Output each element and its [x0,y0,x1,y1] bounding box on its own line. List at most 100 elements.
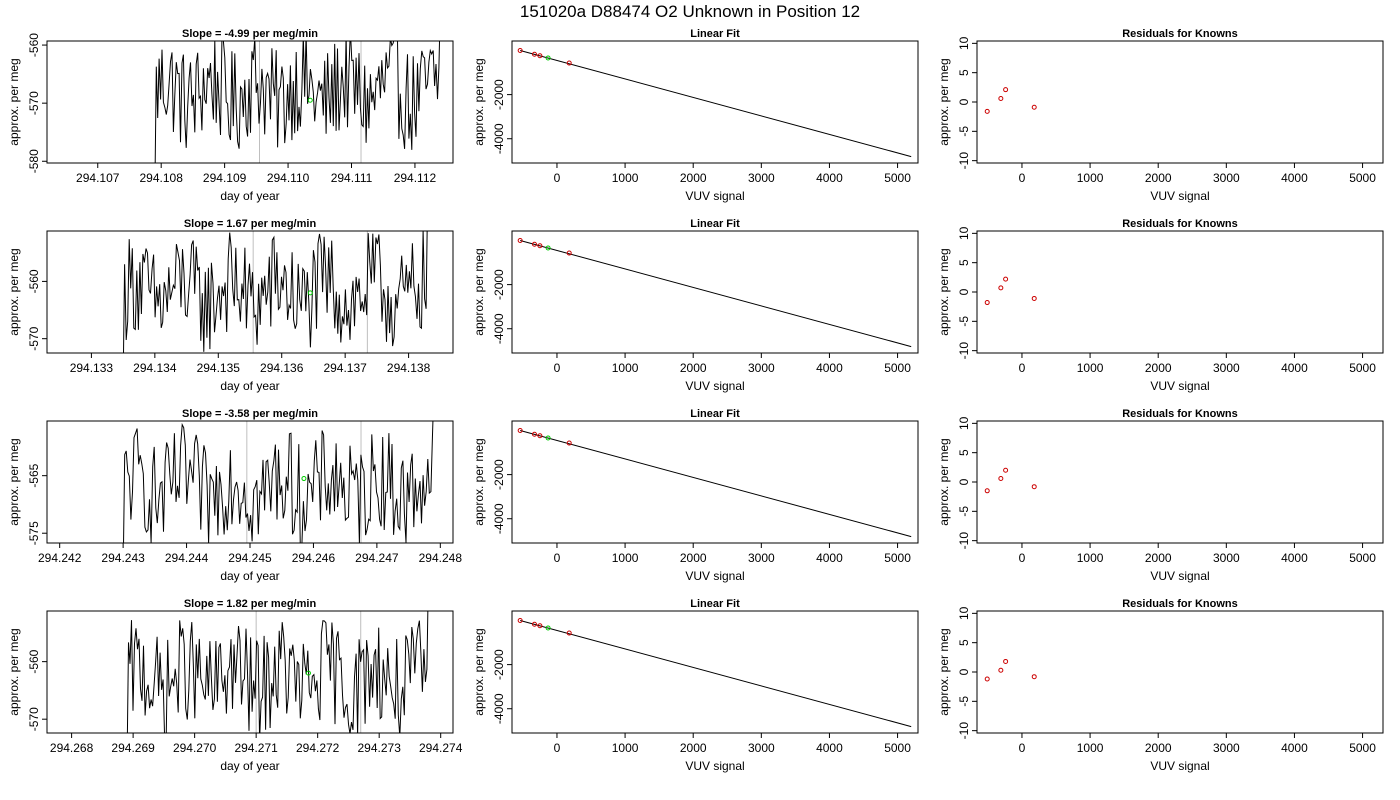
y-axis-label: approx. per meg [472,58,486,145]
x-tick-label: 0 [554,361,561,375]
panel-title: Slope = -3.58 per meg/min [182,408,318,420]
y-tick-label: -575 [27,521,41,545]
unknown-marker [301,476,307,482]
unknown-point [545,245,551,251]
x-tick-label: 5000 [1349,551,1376,565]
signal-trace [126,611,429,733]
residual-point [1003,276,1009,282]
x-tick-label: 294.138 [387,361,431,375]
y-tick-label: -560 [27,33,41,57]
x-tick-label: 294.243 [101,551,145,565]
x-tick-label: 0 [554,551,561,565]
x-tick-label: 4000 [816,171,843,185]
x-tick-label: 294.244 [165,551,209,565]
panel-title: Linear Fit [690,408,740,420]
plot-frame [46,610,454,734]
x-tick-label: 294.269 [111,741,155,755]
x-tick-label: 5000 [884,361,911,375]
x-axis-label: VUV signal [685,569,744,583]
x-tick-label: 294.110 [267,171,310,185]
plot-frame [46,40,454,164]
residual-point [1003,87,1009,93]
plot-area [123,421,434,543]
residual-point [1031,674,1037,680]
time-series-panel-row-3: Slope = -3.58 per meg/min 294.242 294.243 2… [7,408,463,583]
x-tick-label: 2000 [680,741,707,755]
x-tick-label: 294.273 [357,741,401,755]
plot-area [984,87,1037,114]
x-tick-label: 2000 [680,551,707,565]
residuals-panel-row-2: Residuals for Knowns 0 1000 2000 3000 4000 500… [937,218,1384,393]
fit-line [520,619,912,728]
signal-trace [123,421,434,543]
known-point [517,427,523,433]
y-tick-label: -10 [957,152,971,170]
y-tick-label: 5 [957,639,971,646]
known-point [566,630,572,636]
x-tick-label: 294.136 [260,361,304,375]
panel-title: Linear Fit [690,218,740,230]
x-tick-label: 1000 [1077,551,1104,565]
known-point [531,51,537,57]
y-tick-label: 0 [957,98,971,105]
plot-frame [46,420,454,544]
x-tick-label: 1000 [612,171,639,185]
x-axis-label: VUV signal [1150,379,1209,393]
y-tick-label: 5 [957,449,971,456]
y-tick-label: -2000 [492,459,506,490]
known-point [531,621,537,627]
plot-frame [511,610,919,734]
y-axis-label: approx. per meg [472,248,486,335]
panel-title: Linear Fit [690,598,740,610]
x-tick-label: 1000 [612,551,639,565]
x-tick-label: 294.270 [173,741,217,755]
x-axis-label: VUV signal [685,379,744,393]
x-tick-label: 3000 [1213,361,1240,375]
time-series-panel-row-1: Slope = -4.99 per meg/min 294.107 294.108 2… [7,28,454,203]
plot-frame [976,610,1384,734]
time-series-panel-row-2: Slope = 1.67 per meg/min 294.133 294.134 29… [7,218,454,393]
plot-area [984,467,1037,494]
panel-title: Residuals for Knowns [1122,218,1238,230]
y-tick-label: -570 [27,707,41,731]
residual-point [984,300,990,306]
y-tick-label: -5 [957,696,971,707]
x-tick-label: 4000 [816,551,843,565]
x-tick-label: 0 [1019,171,1026,185]
x-tick-label: 294.108 [139,171,183,185]
y-tick-label: -570 [27,326,41,350]
residual-point [998,475,1004,481]
x-axis-label: VUV signal [685,189,744,203]
x-tick-label: 294.248 [419,551,463,565]
plot-frame [976,230,1384,354]
x-tick-label: 294.242 [38,551,82,565]
x-tick-label: 4000 [1281,741,1308,755]
y-tick-label: -560 [27,649,41,673]
residual-point [998,667,1004,673]
x-tick-label: 294.109 [203,171,247,185]
x-tick-label: 0 [1019,361,1026,375]
x-tick-label: 1000 [1077,741,1104,755]
y-tick-label: -4000 [492,313,506,344]
x-tick-label: 1000 [612,741,639,755]
y-tick-label: -2000 [492,649,506,680]
panel-title: Slope = 1.82 per meg/min [184,598,317,610]
plot-frame [976,420,1384,544]
x-tick-label: 294.272 [296,741,340,755]
plot-area [517,427,912,538]
y-tick-label: -565 [27,463,41,487]
x-tick-label: 294.268 [50,741,94,755]
linear-fit-panel-row-4: Linear Fit 0 1000 2000 3000 4000 5000 -4000 -200… [472,598,919,773]
unknown-point [545,625,551,631]
signal-trace [123,231,428,353]
x-tick-label: 2000 [1145,741,1172,755]
x-tick-label: 3000 [1213,551,1240,565]
residual-point [984,676,990,682]
x-tick-label: 3000 [748,171,775,185]
unknown-point [545,55,551,61]
residual-point [1031,484,1037,490]
y-axis-label: approx. per meg [7,248,21,335]
y-tick-label: -2000 [492,79,506,110]
known-point [531,431,537,437]
y-axis-label: approx. per meg [472,438,486,525]
